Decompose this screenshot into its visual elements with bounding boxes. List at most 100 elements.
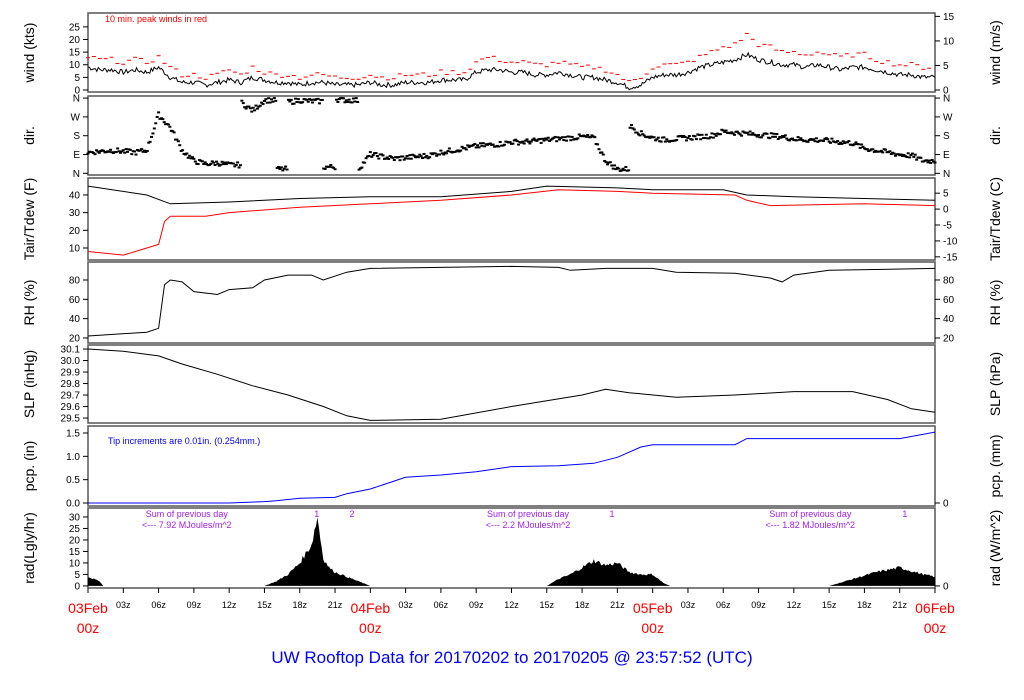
y-tick-label: 30.1 — [61, 345, 81, 356]
x-tick-date: 04Feb — [350, 600, 390, 616]
y2-tick-label: 0 — [943, 499, 949, 510]
panel-pcp — [87, 425, 936, 507]
y-axis-label: rad(Lgly/hr) — [21, 512, 37, 584]
y2-tick-label: 5 — [943, 61, 949, 72]
day-marker: 1 — [314, 509, 319, 519]
y-tick-label: 40 — [69, 190, 81, 201]
x-tick-label: 15z — [822, 600, 837, 610]
y-axis-label: dir. — [21, 126, 37, 145]
y-tick-label: 25 — [69, 22, 81, 33]
day-sum-value: <--- 1.82 MJoules/m^2 — [766, 520, 856, 530]
y2-tick-label: 5 — [943, 189, 949, 200]
day-sum-value: <--- 2.2 MJoules/m^2 — [486, 520, 571, 530]
y2-tick-label: 10 — [943, 36, 955, 47]
y-tick-label: 15 — [69, 48, 81, 59]
y-tick-label: 0 — [74, 581, 80, 592]
y-axis-label: wind (kts) — [21, 23, 37, 84]
x-tick-label: 21z — [610, 600, 625, 610]
y2-tick-label: 80 — [943, 275, 955, 286]
panel-wind — [87, 12, 936, 93]
y-tick-label: 29.8 — [61, 379, 81, 390]
x-tick-label: 12z — [222, 600, 237, 610]
y2-axis-label: wind (m/s) — [987, 20, 1003, 86]
y-tick-label: S — [73, 131, 80, 142]
y2-axis-label: rad (W/m^2) — [987, 510, 1003, 587]
y-tick-label: 15 — [69, 547, 81, 558]
x-tick-label: 09z — [469, 600, 484, 610]
y2-tick-label: -10 — [943, 236, 958, 247]
series-Tair — [87, 185, 936, 205]
panel-rh — [87, 261, 936, 344]
y-tick-label: N — [73, 94, 80, 105]
y2-tick-label: N — [943, 94, 950, 105]
x-tick-label: 06z — [716, 600, 731, 610]
y-tick-label: 5 — [74, 570, 80, 581]
day-sum-label: Sum of previous day — [146, 509, 229, 519]
day-marker: 1 — [609, 509, 614, 519]
y-tick-label: 20 — [69, 226, 81, 237]
y-tick-label: 29.7 — [61, 391, 81, 402]
series-precip — [88, 431, 936, 504]
y2-tick-label: W — [943, 112, 953, 123]
y2-tick-label: 60 — [943, 295, 955, 306]
y-tick-label: 60 — [69, 295, 81, 306]
series-RH — [87, 265, 936, 337]
y-axis-label: pcp. (in) — [21, 441, 37, 492]
panel-temp — [87, 177, 936, 261]
x-tick-label: 09z — [751, 600, 766, 610]
x-tick-label: 03z — [398, 600, 413, 610]
y-tick-label: 5 — [74, 73, 80, 84]
y2-tick-label: 0 — [943, 205, 949, 216]
y2-axis-label: RH (%) — [987, 280, 1003, 326]
y-axis-label: RH (%) — [21, 280, 37, 326]
x-tick-label: 09z — [187, 600, 202, 610]
y-tick-label: 30 — [69, 512, 81, 523]
y-tick-label: E — [73, 150, 80, 161]
y-tick-label: 29.9 — [61, 368, 81, 379]
y2-tick-label: 15 — [943, 12, 955, 23]
y-tick-label: 29.5 — [61, 414, 81, 425]
y-tick-label: 0 — [74, 85, 80, 96]
y-tick-label: 20 — [69, 535, 81, 546]
y2-tick-label: E — [943, 150, 950, 161]
y2-axis-label: SLP (hPa) — [987, 352, 1003, 416]
y2-tick-label: -15 — [943, 252, 958, 263]
y2-tick-label: 20 — [943, 333, 955, 344]
y-axis-label: SLP (inHg) — [21, 350, 37, 418]
y-tick-label: 20 — [69, 35, 81, 46]
y-tick-label: 10 — [69, 558, 81, 569]
x-tick-label: 18z — [575, 600, 590, 610]
y2-tick-label: 0 — [943, 85, 949, 96]
series-wind — [88, 51, 936, 91]
x-tick-label: 21z — [328, 600, 343, 610]
x-tick-date: 05Feb — [633, 600, 673, 616]
day-marker: 1 — [902, 509, 907, 519]
y2-tick-label: 0 — [943, 581, 949, 592]
series-radiation — [88, 517, 935, 586]
y-tick-label: 30 — [69, 208, 81, 219]
annotation: 10 min. peak winds in red — [105, 14, 207, 24]
x-tick-label: 15z — [257, 600, 272, 610]
y-tick-label: 40 — [69, 314, 81, 325]
chart-title: UW Rooftop Data for 20170202 to 20170205… — [271, 648, 753, 667]
x-tick-hour: 00z — [641, 620, 664, 636]
y-tick-label: 10 — [69, 243, 81, 254]
y2-axis-label: pcp. (mm) — [987, 435, 1003, 498]
x-tick-hour: 00z — [359, 620, 382, 636]
x-tick-label: 15z — [540, 600, 555, 610]
y-tick-label: 25 — [69, 524, 81, 535]
x-tick-date: 03Feb — [68, 600, 108, 616]
day-marker: 2 — [350, 509, 355, 519]
y-tick-label: 0.0 — [66, 499, 80, 510]
annotation: Tip increments are 0.01in. (0.254mm.) — [108, 436, 260, 446]
series-Tdew — [87, 189, 936, 256]
y-axis-label: Tair/Tdew (F) — [21, 178, 37, 260]
y2-axis-label: dir. — [987, 126, 1003, 145]
x-tick-label: 12z — [787, 600, 802, 610]
x-tick-label: 03z — [116, 600, 131, 610]
y-tick-label: N — [73, 169, 80, 180]
day-sum-value: <--- 7.92 MJoules/m^2 — [142, 520, 232, 530]
day-sum-label: Sum of previous day — [769, 509, 852, 519]
y-tick-label: 1.0 — [66, 452, 80, 463]
x-tick-hour: 00z — [924, 620, 947, 636]
